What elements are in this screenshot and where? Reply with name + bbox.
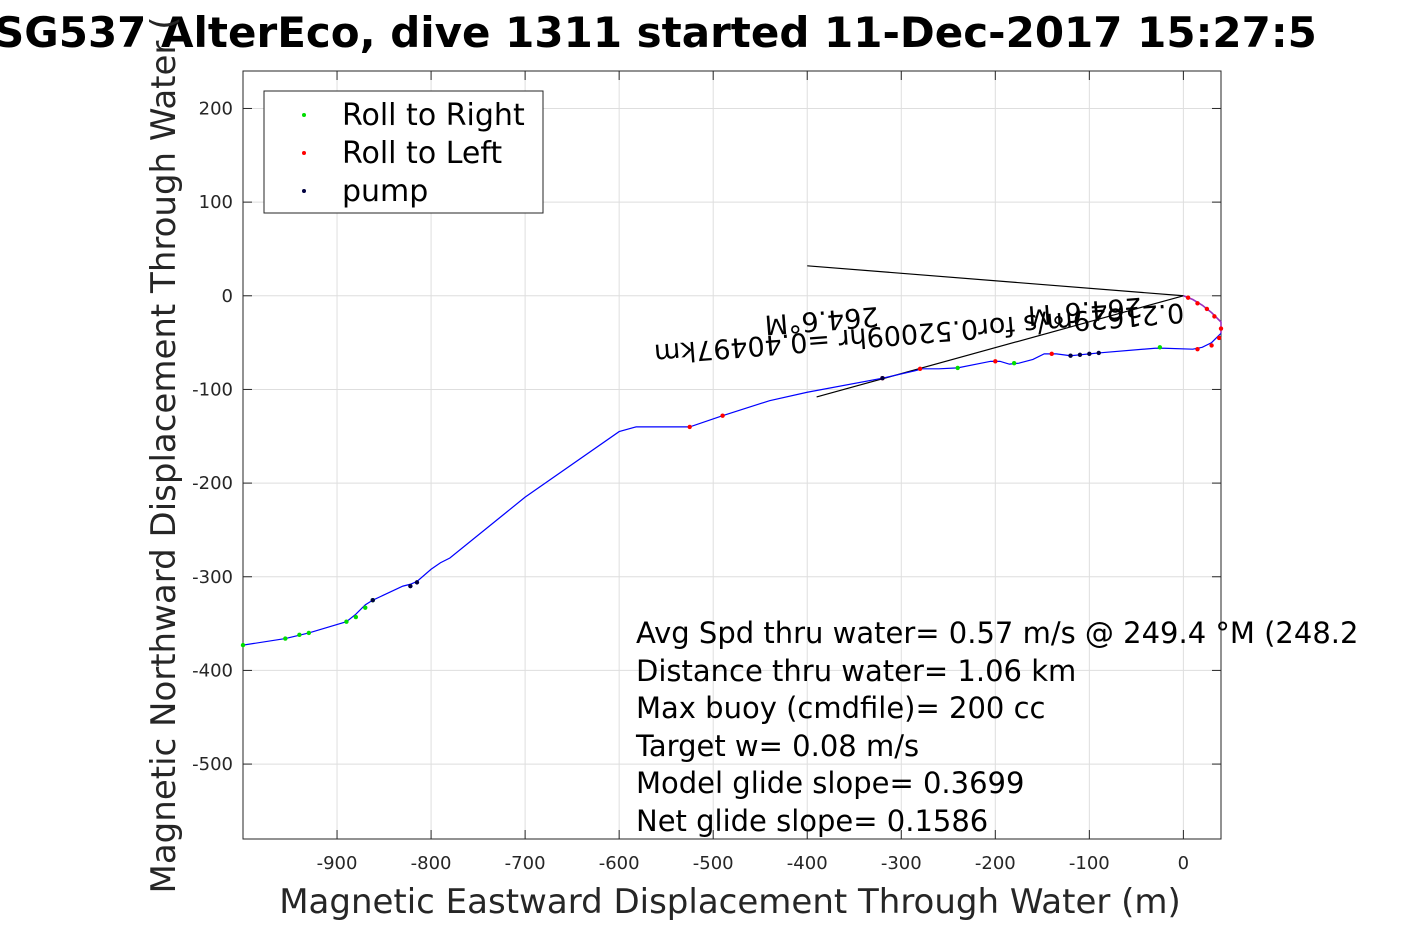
marker-roll-right xyxy=(353,614,359,620)
y-tick-label: 0 xyxy=(222,286,233,307)
annotations: Avg Spd thru water= 0.57 m/s @ 249.4 °M … xyxy=(635,616,1358,838)
legend-label-pump: pump xyxy=(342,174,428,209)
marker-roll-right xyxy=(240,642,246,648)
legend-label-roll-right: Roll to Right xyxy=(342,98,525,133)
x-tick-label: 0 xyxy=(1178,853,1189,874)
y-tick-label: -300 xyxy=(192,567,233,588)
x-tick-label: -500 xyxy=(693,853,734,874)
legend-box xyxy=(263,90,544,214)
marker-pump xyxy=(414,580,420,585)
x-tick-label: -900 xyxy=(317,853,358,874)
marker-roll-right xyxy=(363,605,368,610)
series-markers xyxy=(240,295,1224,648)
marker-roll-left xyxy=(1212,314,1217,319)
marker-roll-left xyxy=(1204,306,1210,312)
marker-roll-left xyxy=(687,424,692,430)
y-axis-label: Magnetic Northward Displacement Through … xyxy=(144,17,184,894)
marker-roll-left xyxy=(917,366,923,372)
marker-pump xyxy=(1068,353,1073,358)
marker-roll-right xyxy=(306,630,312,636)
marker-roll-left xyxy=(993,359,998,364)
marker-roll-left xyxy=(1218,326,1224,331)
drift-line xyxy=(807,265,1184,297)
annotation-max-buoy: Max buoy (cmdfile)= 200 cc xyxy=(636,691,1045,725)
marker-pump xyxy=(1077,352,1083,357)
drift-line xyxy=(816,295,1184,398)
annotation-model-glide: Model glide slope= 0.3699 xyxy=(636,766,1024,800)
x-tick-label: -100 xyxy=(1069,853,1110,874)
y-tick-label: -200 xyxy=(192,473,233,494)
marker-pump xyxy=(880,376,885,381)
marker-roll-right xyxy=(1011,361,1017,366)
marker-roll-right xyxy=(283,636,288,641)
y-tick-label: 200 xyxy=(199,98,233,119)
marker-roll-left xyxy=(720,413,725,418)
x-ticks: -900 -800 -700 -600 -500 -400 -300 -200 -100 0 xyxy=(317,71,1189,874)
chart-title: SG537 AlterEco, dive 1311 started 11-Dec… xyxy=(0,8,1317,57)
marker-roll-left xyxy=(1209,343,1214,348)
x-tick-label: -600 xyxy=(599,853,640,874)
y-tick-label: 100 xyxy=(199,192,233,213)
x-axis-label: Magnetic Eastward Displacement Through W… xyxy=(279,882,1181,922)
marker-pump xyxy=(370,597,375,603)
x-tick-label: -300 xyxy=(881,853,922,874)
marker-pump xyxy=(408,583,413,589)
legend-label-roll-left: Roll to Left xyxy=(342,136,502,171)
marker-roll-right xyxy=(344,619,349,624)
x-tick-label: -700 xyxy=(505,853,546,874)
annotation-net-glide: Net glide slope= 0.1586 xyxy=(636,804,988,838)
legend: Roll to Right Roll to Left pump xyxy=(263,90,544,214)
legend-marker-roll-left xyxy=(302,151,306,155)
x-tick-label: -800 xyxy=(411,853,452,874)
legend-marker-pump xyxy=(302,189,306,193)
marker-roll-right xyxy=(955,365,960,371)
marker-pump xyxy=(1096,350,1101,356)
x-tick-label: -200 xyxy=(975,853,1016,874)
y-tick-label: -400 xyxy=(192,660,233,681)
annotation-avg-speed: Avg Spd thru water= 0.57 m/s @ 249.4 °M … xyxy=(636,616,1358,650)
marker-roll-right xyxy=(1157,345,1163,350)
marker-roll-left xyxy=(1049,351,1054,357)
x-tick-label: -400 xyxy=(787,853,828,874)
legend-marker-roll-right xyxy=(302,113,306,117)
marker-roll-left xyxy=(1195,346,1200,352)
drift-lines xyxy=(807,265,1184,398)
annotation-target-w: Target w= 0.08 m/s xyxy=(635,729,919,763)
track-line xyxy=(242,332,1222,646)
annotation-distance: Distance thru water= 1.06 km xyxy=(636,654,1076,688)
marker-roll-left xyxy=(1185,295,1191,300)
y-tick-label: -500 xyxy=(192,754,233,775)
marker-pump xyxy=(1087,351,1092,357)
marker-roll-left xyxy=(1216,335,1222,341)
marker-roll-right xyxy=(297,632,302,638)
marker-roll-left xyxy=(1195,301,1200,306)
y-tick-label: -100 xyxy=(192,379,233,400)
y-ticks: 200 100 0 -100 -200 -300 -400 -500 xyxy=(192,98,1221,775)
plot-frame xyxy=(242,70,1222,840)
